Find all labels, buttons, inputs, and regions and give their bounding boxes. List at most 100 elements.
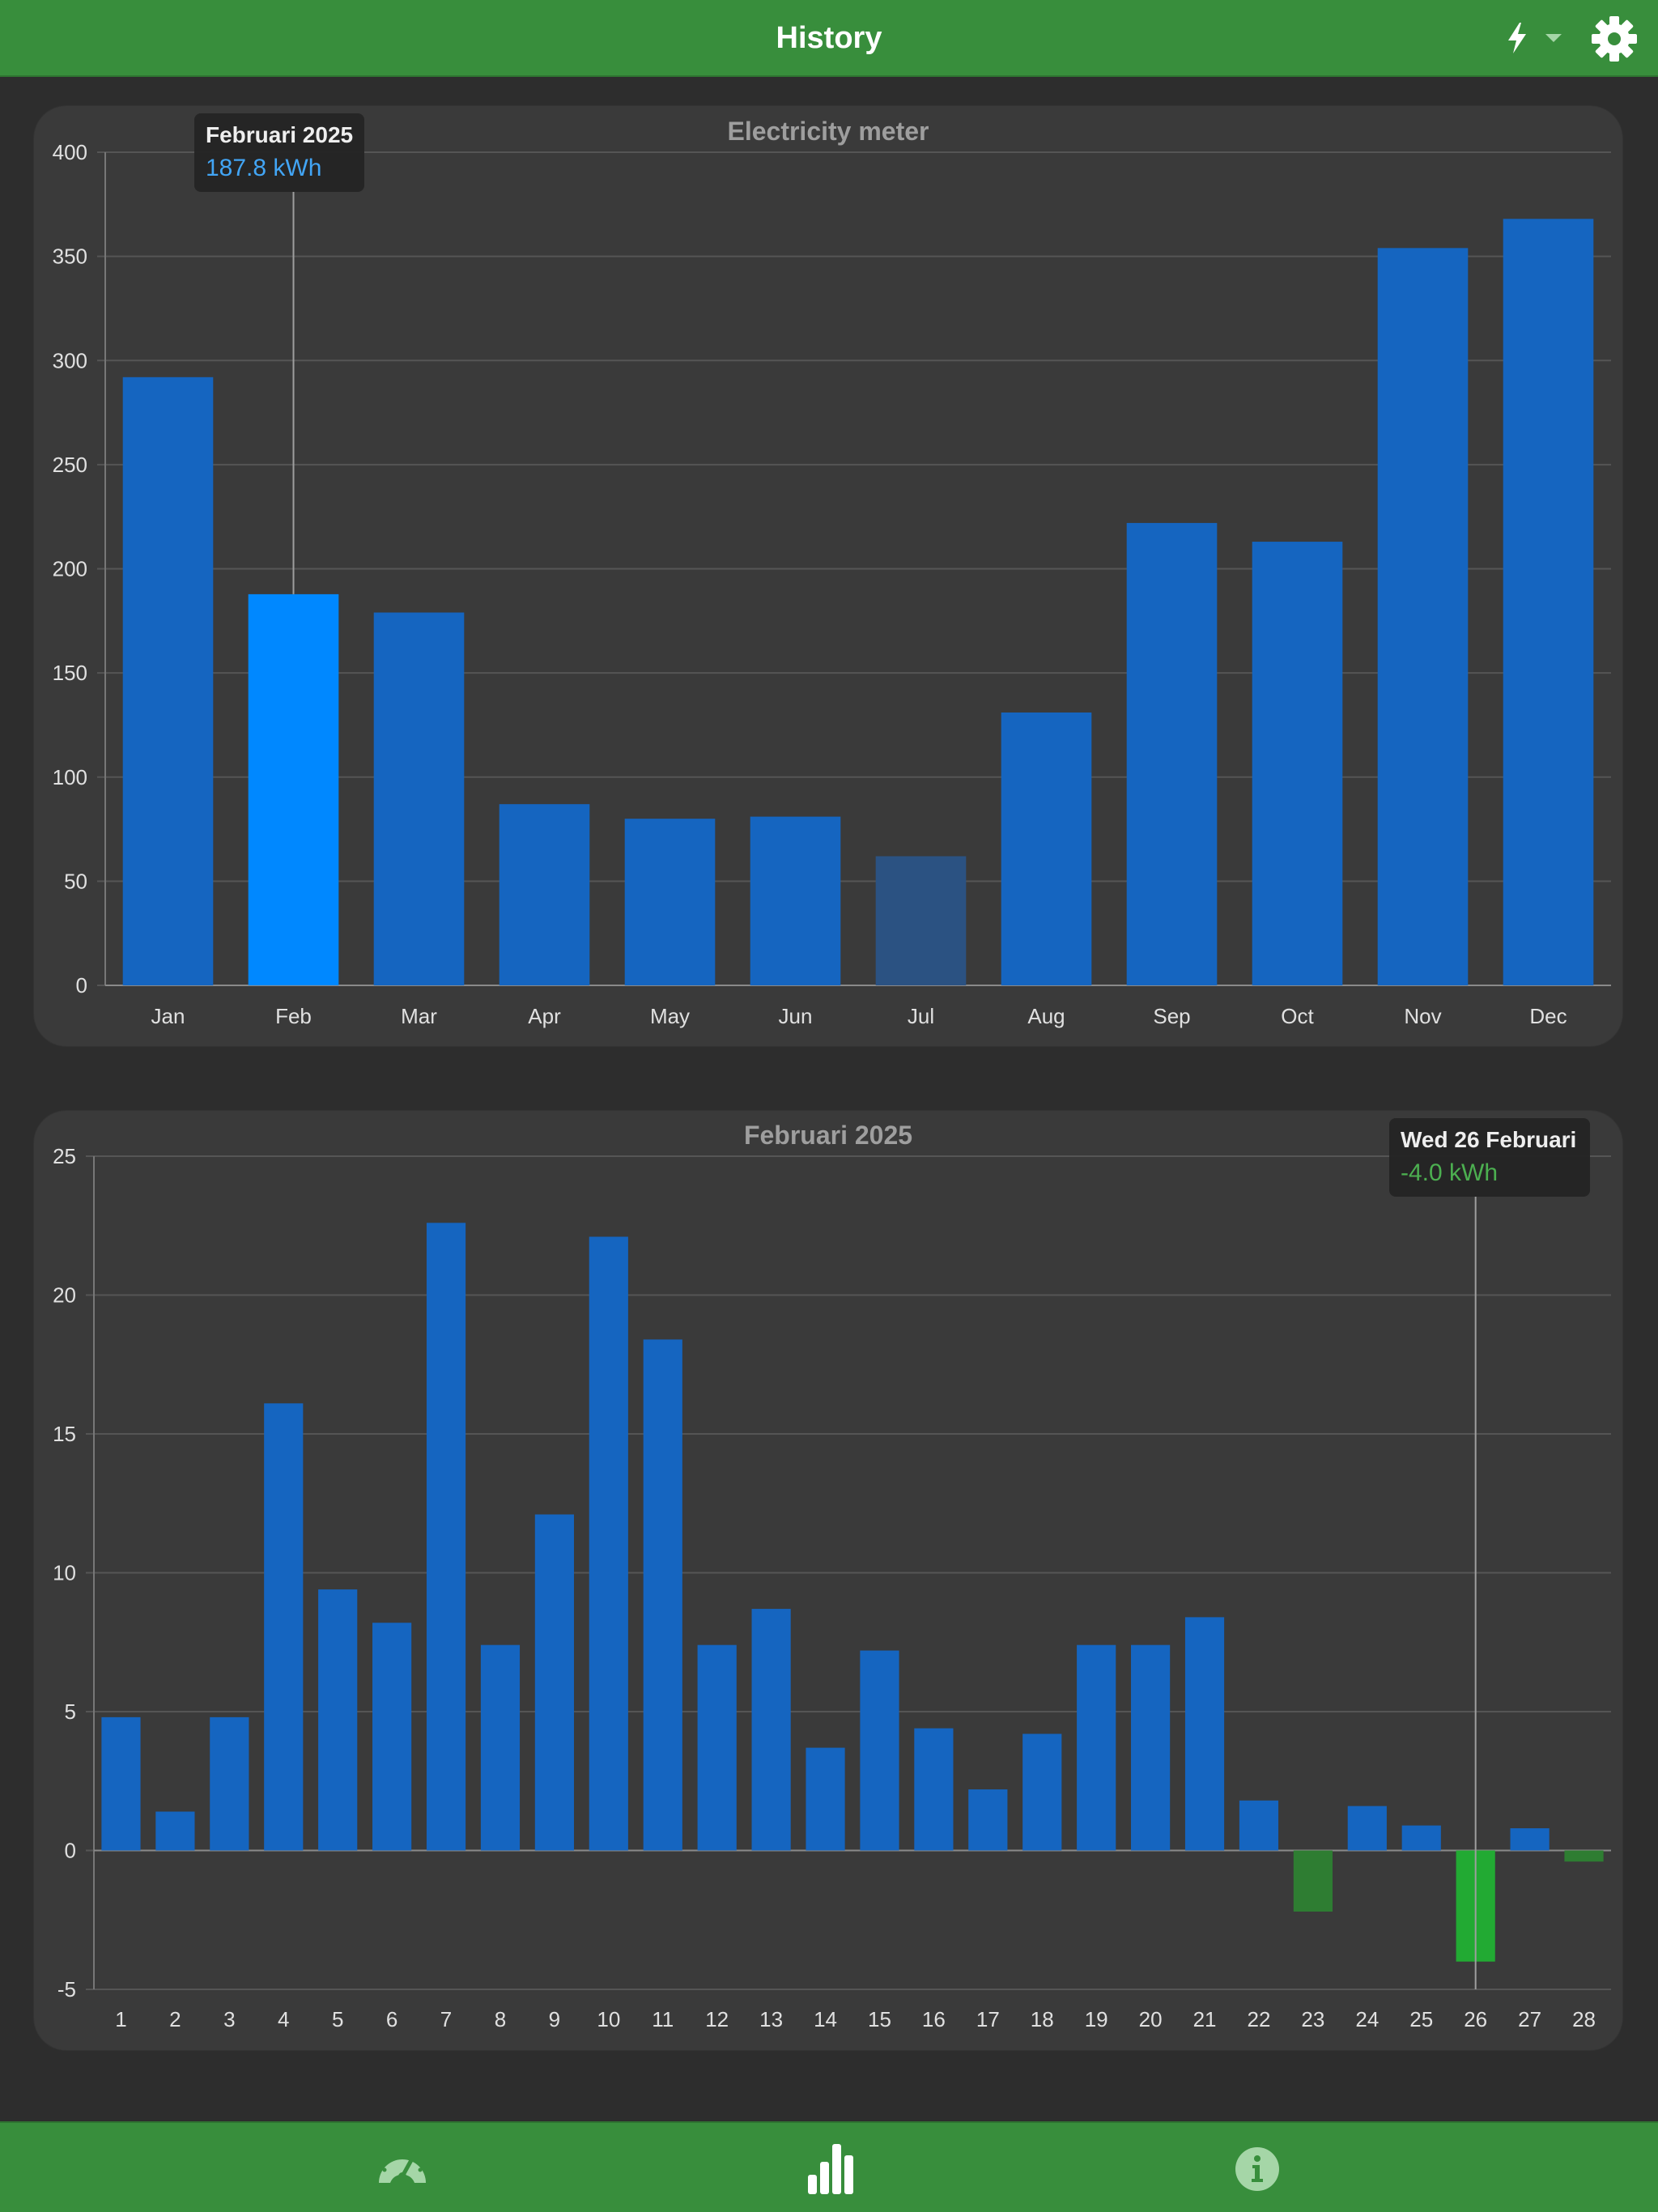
x-tick-label: 19 [1085,2007,1108,2031]
bar-9 [534,1514,574,1851]
y-tick-label: 200 [53,557,87,581]
x-tick-label: 5 [332,2007,343,2031]
x-tick-label: 11 [652,2007,674,2031]
bar-Aug [1001,713,1092,985]
x-tick-label: 18 [1031,2007,1054,2031]
y-tick-label: 0 [76,973,87,998]
x-tick-label: Nov [1404,1004,1441,1028]
y-tick-label: 300 [53,348,87,372]
y-tick-label: 400 [53,140,87,164]
top-app-bar: History [0,0,1658,77]
bar-20 [1131,1644,1171,1851]
x-tick-label: Jul [908,1004,934,1028]
bar-6 [372,1623,412,1851]
bar-15 [860,1650,899,1851]
bar-2 [155,1811,195,1851]
bar-28 [1564,1850,1604,1862]
monthly-bar-chart[interactable]: Electricity meter 0 50 100 150 200 250 300 350 40… [34,106,1622,1046]
bar-1 [101,1716,141,1851]
bar-Nov [1377,248,1469,985]
page-title: History [776,21,882,55]
bar-13 [751,1609,791,1851]
monthly-chart-card: Electricity meter 0 50 100 150 200 250 300 350 40… [34,106,1622,1046]
bar-22 [1239,1800,1279,1851]
bar-May [624,819,716,985]
bar-Sep [1126,522,1218,985]
x-tick-label: 14 [814,2007,837,2031]
bar-19 [1077,1644,1116,1851]
bar-Jul [875,856,967,985]
x-tick-label: 10 [597,2007,620,2031]
settings-button[interactable] [1591,15,1638,62]
bar-Mar [373,612,465,985]
bar-18 [1022,1733,1062,1851]
bar-chart-icon [808,2144,853,2194]
bar-Feb [248,593,339,985]
x-tick-label: May [650,1004,690,1028]
y-tick-label: 25 [53,1144,76,1168]
x-tick-label: 13 [759,2007,783,2031]
nav-info-button[interactable] [1229,2141,1286,2197]
y-tick-label: 10 [53,1561,76,1585]
bottom-nav-bar [0,2121,1658,2212]
x-tick-label: 2 [169,2007,181,2031]
bar-12 [697,1644,737,1851]
y-tick-label: 0 [65,1839,76,1863]
x-tick-label: 24 [1355,2007,1379,2031]
bar-3 [210,1716,249,1851]
y-tick-label: 15 [53,1422,76,1446]
x-tick-label: 1 [115,2007,126,2031]
y-tick-label: 350 [53,245,87,269]
tooltip-title: Wed 26 Februari [1401,1127,1576,1152]
bar-10 [589,1236,628,1851]
x-tick-label: 26 [1464,2007,1487,2031]
bar-14 [806,1747,845,1851]
x-tick-label: 17 [976,2007,1000,2031]
bar-Dec [1503,219,1594,985]
x-tick-label: 27 [1518,2007,1541,2031]
x-tick-label: Oct [1281,1004,1314,1028]
x-tick-label: 4 [278,2007,289,2031]
chart-title: Februari 2025 [744,1121,912,1150]
x-tick-label: 16 [922,2007,946,2031]
bar-5 [318,1589,358,1851]
y-tick-label: 250 [53,453,87,477]
bar-24 [1347,1806,1387,1851]
bar-8 [480,1644,521,1851]
x-tick-label: Apr [528,1004,561,1028]
x-tick-label: Aug [1027,1004,1065,1028]
x-tick-label: 9 [549,2007,560,2031]
y-tick-label: 5 [65,1699,76,1724]
x-tick-label: Jan [151,1004,185,1028]
bar-Oct [1252,542,1343,985]
y-tick-label: 20 [53,1283,76,1308]
bar-21 [1184,1617,1225,1851]
meter-select-dropdown[interactable] [1502,18,1567,58]
nav-dashboard-button[interactable] [374,2141,431,2197]
y-tick-label: 100 [53,765,87,789]
tooltip-value: 187.8 kWh [206,155,321,181]
x-tick-label: 22 [1248,2007,1271,2031]
bar-25 [1401,1825,1441,1851]
nav-history-button[interactable] [801,2141,857,2197]
tooltip-value: -4.0 kWh [1401,1159,1498,1186]
chart-title: Electricity meter [727,117,929,146]
y-tick-label: 50 [64,869,87,893]
x-tick-label: 12 [705,2007,729,2031]
x-tick-label: Dec [1529,1004,1567,1028]
gear-icon [1592,16,1637,62]
bar-11 [643,1339,682,1851]
daily-chart-card: Februari 2025 -5 0 5 10 15 20 25 1 2 3 4 5 6 7 8 9 10 11 12… [34,1111,1622,2050]
tooltip-title: Februari 2025 [206,122,353,147]
y-tick-label: 150 [53,661,87,685]
x-tick-label: Sep [1153,1004,1190,1028]
x-tick-label: 8 [495,2007,506,2031]
bar-27 [1510,1828,1550,1851]
x-tick-label: Feb [275,1004,312,1028]
x-tick-label: Jun [779,1004,813,1028]
x-tick-label: 15 [868,2007,891,2031]
x-tick-label: 21 [1193,2007,1217,2031]
tooltip-box [194,113,364,192]
x-tick-label: 20 [1139,2007,1163,2031]
